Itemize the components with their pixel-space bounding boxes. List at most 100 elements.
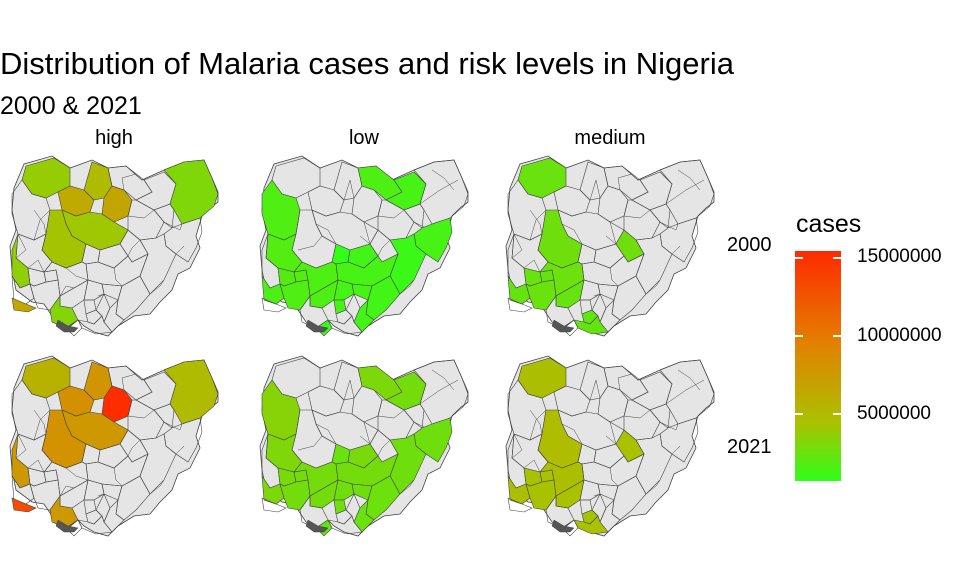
state-lagos — [11, 497, 37, 513]
map-panel-low-2021 — [254, 350, 474, 550]
state-gombe — [403, 203, 425, 229]
lga-boundary — [665, 379, 705, 405]
state-enugu — [83, 279, 105, 301]
lga-boundary — [677, 369, 701, 391]
state-delta — [545, 495, 575, 529]
nigeria-map-low-2021 — [259, 355, 469, 537]
state-gombe — [649, 403, 671, 429]
lga-boundary — [529, 209, 547, 241]
lga-boundary — [377, 409, 405, 419]
state-lagos — [11, 297, 37, 313]
lga-boundary — [15, 433, 27, 459]
chart-title: Distribution of Malaria cases and risk l… — [0, 46, 734, 81]
map-panel-medium-2000 — [500, 150, 720, 350]
legend-title: cases — [796, 210, 862, 238]
lga-boundary — [677, 169, 701, 191]
state-borno — [163, 359, 219, 425]
map-panel-high-2021 — [4, 350, 224, 550]
state-enugu — [333, 479, 355, 501]
lga-boundary — [529, 209, 543, 235]
lga-boundary — [315, 423, 337, 445]
lga-boundary — [645, 479, 661, 495]
lga-boundary — [609, 467, 619, 487]
lga-boundary — [149, 479, 165, 495]
lga-boundary — [617, 373, 633, 391]
lga-boundary — [163, 221, 183, 231]
nigeria-map-high-2000 — [9, 155, 219, 337]
lga-boundary — [127, 209, 155, 219]
lga-boundary — [33, 409, 47, 435]
state-enugu — [579, 279, 601, 301]
lga-boundary — [121, 373, 137, 391]
coastal-lagoon — [55, 519, 79, 533]
lga-boundary — [15, 233, 27, 259]
lga-boundary — [665, 179, 705, 205]
lga-boundary — [399, 479, 415, 495]
lga-boundary — [127, 239, 141, 257]
state-rivers — [573, 515, 609, 535]
state-lagos — [261, 497, 287, 513]
lga-boundary — [431, 169, 455, 191]
row-label-2021: 2021 — [727, 436, 772, 458]
lga-boundary — [623, 409, 651, 419]
state-rivers — [327, 515, 363, 535]
lga-boundary — [399, 279, 415, 295]
state-rivers — [77, 515, 113, 535]
state-lagos — [507, 297, 533, 313]
legend-tick-10000000: 10000000 — [857, 325, 942, 346]
facet-label-low: low — [348, 127, 379, 149]
state-enugu — [579, 479, 601, 501]
map-panel-medium-2021 — [500, 350, 720, 550]
lga-boundary — [377, 209, 405, 219]
state-gombe — [153, 203, 175, 229]
chart-subtitle: 2000 & 2021 — [0, 92, 142, 120]
state-delta — [299, 295, 329, 329]
lga-boundary — [65, 467, 89, 481]
lga-boundary — [343, 379, 355, 401]
nigeria-map-low-2000 — [259, 155, 469, 337]
coastal-lagoon — [55, 319, 79, 333]
legend-colorbar — [795, 251, 841, 481]
lga-boundary — [127, 409, 155, 419]
lga-boundary — [623, 209, 651, 219]
state-borno — [659, 359, 715, 425]
lga-boundary — [377, 239, 391, 257]
lga-boundary — [343, 179, 355, 201]
lga-boundary — [511, 433, 523, 459]
lga-boundary — [127, 439, 141, 457]
coastal-lagoon — [551, 519, 575, 533]
lga-boundary — [59, 485, 75, 497]
state-delta — [49, 495, 79, 529]
coastal-lagoon — [305, 519, 329, 533]
lga-boundary — [561, 223, 583, 245]
state-delta — [299, 495, 329, 529]
lga-boundary — [617, 173, 633, 191]
state-borno — [163, 159, 219, 225]
lga-boundary — [659, 221, 679, 231]
lga-boundary — [645, 279, 661, 295]
lga-boundary — [121, 173, 137, 191]
lga-boundary — [561, 423, 583, 445]
lga-boundary — [529, 409, 547, 441]
map-panel-low-2000 — [254, 150, 474, 350]
map-panel-high-2000 — [4, 150, 224, 350]
state-gombe — [403, 403, 425, 429]
lga-boundary — [523, 259, 541, 273]
row-label-2000: 2000 — [727, 234, 772, 256]
state-borno — [413, 359, 469, 425]
state-borno — [659, 159, 715, 225]
state-lagos — [507, 497, 533, 513]
lga-boundary — [431, 369, 455, 391]
lga-boundary — [27, 459, 45, 473]
lga-boundary — [511, 233, 523, 259]
state-enugu — [333, 279, 355, 301]
lga-boundary — [419, 379, 459, 405]
lga-boundary — [659, 421, 679, 431]
state-enugu — [83, 479, 105, 501]
lga-boundary — [33, 409, 51, 441]
state-lagos — [261, 297, 287, 313]
nigeria-map-medium-2021 — [505, 355, 715, 537]
state-bayelsa — [65, 319, 83, 337]
lga-boundary — [529, 409, 543, 435]
state-bayelsa — [561, 319, 579, 337]
